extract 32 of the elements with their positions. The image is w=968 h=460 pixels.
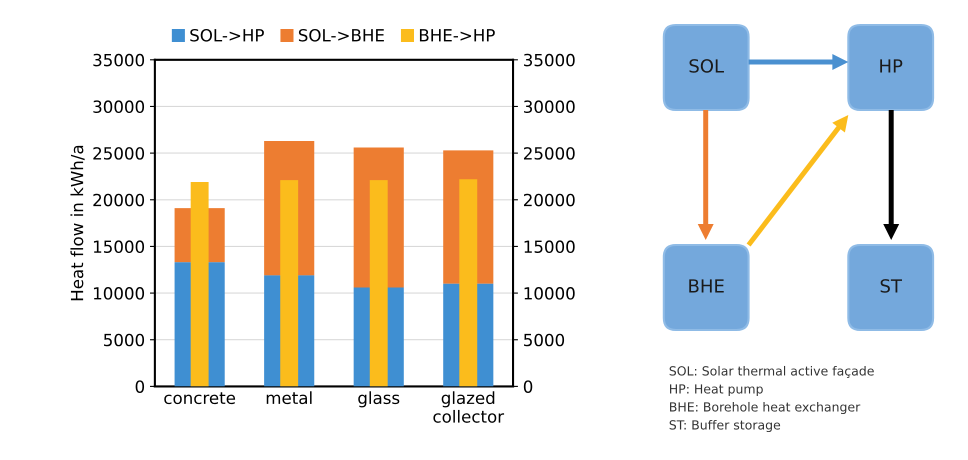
y-tick-label: 15000 <box>94 240 144 253</box>
y-tick-label: 35000 <box>93 54 144 66</box>
legend-label: SOL->BHE <box>298 28 384 42</box>
y-tick-label: 25000 <box>93 147 144 160</box>
y2-tick-label: 5000 <box>524 334 564 346</box>
text: SOL: Solar thermal active façade <box>670 366 874 378</box>
text: ST <box>880 279 902 293</box>
x-tick-label: metal <box>266 391 312 404</box>
text: HP <box>880 59 902 72</box>
legend-label: SOL->HP <box>190 28 264 42</box>
legend-label: BHE->HP <box>420 29 495 42</box>
y2-tick-label: 35000 <box>524 54 575 66</box>
x-tick-label: concrete <box>164 392 236 404</box>
y2-tick-label: 30000 <box>524 100 575 114</box>
y2-tick-label: 25000 <box>524 147 575 160</box>
y2-tick-label: 0 <box>524 380 532 393</box>
y-tick-label: 30000 <box>93 100 144 114</box>
text: HP: Heat pump <box>670 384 763 396</box>
y-tick-label: 20000 <box>93 194 144 206</box>
text: ST: Buffer storage <box>670 420 780 432</box>
x-tick-label: glazed collector <box>433 391 504 423</box>
y2-tick-label: 15000 <box>524 240 575 253</box>
y-tick-label: 0 <box>136 380 144 393</box>
text: BHE <box>689 279 724 292</box>
y2-tick-label: 20000 <box>524 194 575 206</box>
text: SOL <box>690 59 724 73</box>
text: BHE: Borehole heat exchanger <box>670 402 860 414</box>
y-axis-title: Heat flow in kWh/a <box>70 146 85 300</box>
y2-tick-label: 10000 <box>524 287 575 300</box>
x-tick-label: glass <box>358 391 400 408</box>
y-tick-label: 5000 <box>104 334 144 346</box>
y-tick-label: 10000 <box>94 287 144 300</box>
